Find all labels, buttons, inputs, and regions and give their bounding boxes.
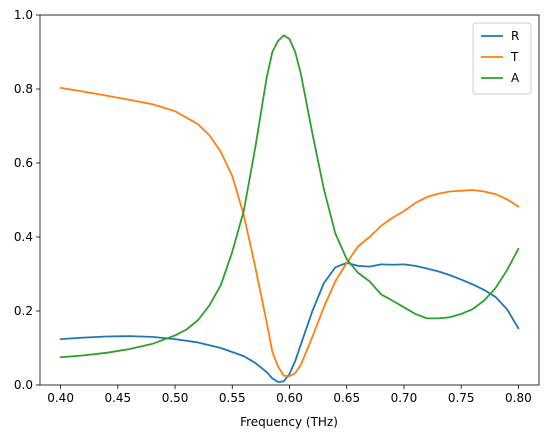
x-axis-label: Frequency (THz)	[240, 415, 338, 429]
x-tick-label: 0.60	[276, 391, 303, 405]
x-tick-label: 0.75	[448, 391, 475, 405]
x-tick-label: 0.55	[219, 391, 246, 405]
x-tick-label: 0.70	[391, 391, 418, 405]
legend-label-r: R	[511, 29, 519, 43]
y-tick-label: 0.6	[14, 156, 33, 170]
legend: RTA	[473, 23, 531, 94]
x-tick-label: 0.40	[47, 391, 74, 405]
legend-label-t: T	[510, 50, 519, 64]
y-tick-label: 1.0	[14, 8, 33, 22]
y-tick-label: 0.8	[14, 82, 33, 96]
legend-box	[473, 23, 531, 94]
x-tick-label: 0.50	[162, 391, 189, 405]
y-tick-label: 0.0	[14, 378, 33, 392]
x-tick-label: 0.80	[505, 391, 532, 405]
legend-label-a: A	[511, 71, 520, 85]
x-tick-label: 0.65	[333, 391, 360, 405]
y-tick-label: 0.4	[14, 230, 33, 244]
y-tick-label: 0.2	[14, 304, 33, 318]
x-tick-label: 0.45	[104, 391, 131, 405]
